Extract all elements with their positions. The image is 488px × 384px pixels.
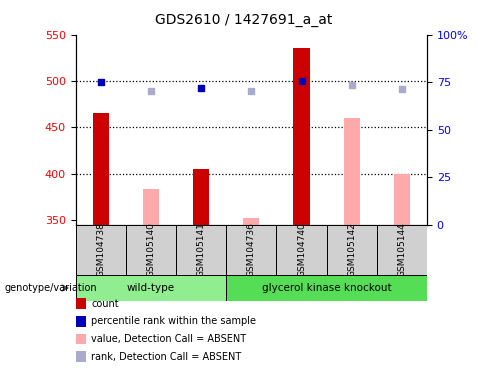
Bar xyxy=(276,225,326,275)
Text: genotype/variation: genotype/variation xyxy=(5,283,98,293)
Text: GSM105144: GSM105144 xyxy=(397,222,407,277)
Text: GSM105141: GSM105141 xyxy=(197,222,205,277)
Text: GSM104738: GSM104738 xyxy=(96,222,105,277)
Bar xyxy=(143,189,159,225)
Bar xyxy=(293,48,309,225)
Text: value, Detection Call = ABSENT: value, Detection Call = ABSENT xyxy=(91,334,246,344)
Bar xyxy=(226,225,276,275)
Text: wild-type: wild-type xyxy=(127,283,175,293)
Bar xyxy=(193,169,209,225)
Text: glycerol kinase knockout: glycerol kinase knockout xyxy=(262,283,391,293)
Bar xyxy=(176,225,226,275)
Bar xyxy=(126,225,176,275)
Text: rank, Detection Call = ABSENT: rank, Detection Call = ABSENT xyxy=(91,352,242,362)
Bar xyxy=(93,113,109,225)
Text: GDS2610 / 1427691_a_at: GDS2610 / 1427691_a_at xyxy=(155,13,333,27)
Bar xyxy=(76,275,226,301)
Text: GSM104736: GSM104736 xyxy=(247,222,256,277)
Bar xyxy=(394,174,410,225)
Bar xyxy=(76,225,126,275)
Text: count: count xyxy=(91,299,119,309)
Bar xyxy=(244,218,259,225)
Bar xyxy=(344,118,360,225)
Text: GSM105140: GSM105140 xyxy=(146,222,156,277)
Bar xyxy=(377,225,427,275)
Text: GSM104740: GSM104740 xyxy=(297,222,306,277)
Text: percentile rank within the sample: percentile rank within the sample xyxy=(91,316,256,326)
Bar xyxy=(226,275,427,301)
Text: GSM105142: GSM105142 xyxy=(347,222,356,277)
Bar xyxy=(326,225,377,275)
